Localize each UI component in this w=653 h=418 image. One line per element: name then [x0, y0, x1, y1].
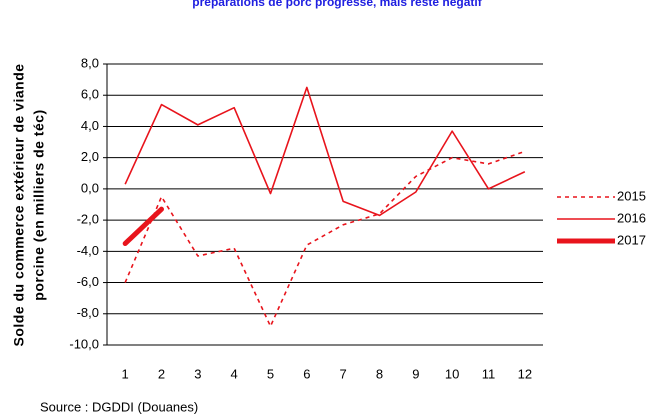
x-tick-label: 10 [445, 366, 459, 381]
x-tick-label: 6 [303, 366, 310, 381]
y-axis-label: Solde du commerce extérieur de viande [11, 63, 27, 346]
y-axis-label: porcine (en milliers de téc) [31, 109, 47, 300]
line-series [124, 150, 526, 328]
y-tick-label: -2,0 [77, 212, 99, 227]
chart-title: préparations de porc progresse, mais res… [192, 0, 482, 9]
y-tick-label: 8,0 [81, 55, 99, 70]
legend-box [554, 181, 653, 255]
x-tick-label: 12 [518, 366, 532, 381]
legend-label: 2017 [617, 232, 646, 247]
y-tick-label: 6,0 [81, 87, 99, 102]
y-tick-label: 2,0 [81, 149, 99, 164]
x-tick-label: 11 [482, 366, 496, 381]
legend-label: 2016 [617, 210, 646, 225]
line-series [124, 86, 526, 217]
source-note: Source : DGDDI (Douanes) [40, 399, 198, 414]
y-tick-label: -8,0 [77, 305, 99, 320]
x-tick-label: 8 [376, 366, 383, 381]
y-tick-label: 4,0 [81, 118, 99, 133]
legend-label: 2015 [617, 188, 646, 203]
x-tick-label: 7 [340, 366, 347, 381]
x-tick-label: 1 [122, 366, 129, 381]
x-tick-label: 9 [412, 366, 419, 381]
x-tick-label: 4 [231, 366, 238, 381]
y-tick-label: 0,0 [81, 180, 99, 195]
x-tick-label: 3 [194, 366, 201, 381]
y-tick-label: -10,0 [69, 336, 99, 351]
line-series [122, 206, 164, 247]
y-tick-label: -4,0 [77, 243, 99, 258]
x-tick-label: 2 [158, 366, 165, 381]
x-tick-label: 5 [267, 366, 274, 381]
y-tick-label: -6,0 [77, 274, 99, 289]
